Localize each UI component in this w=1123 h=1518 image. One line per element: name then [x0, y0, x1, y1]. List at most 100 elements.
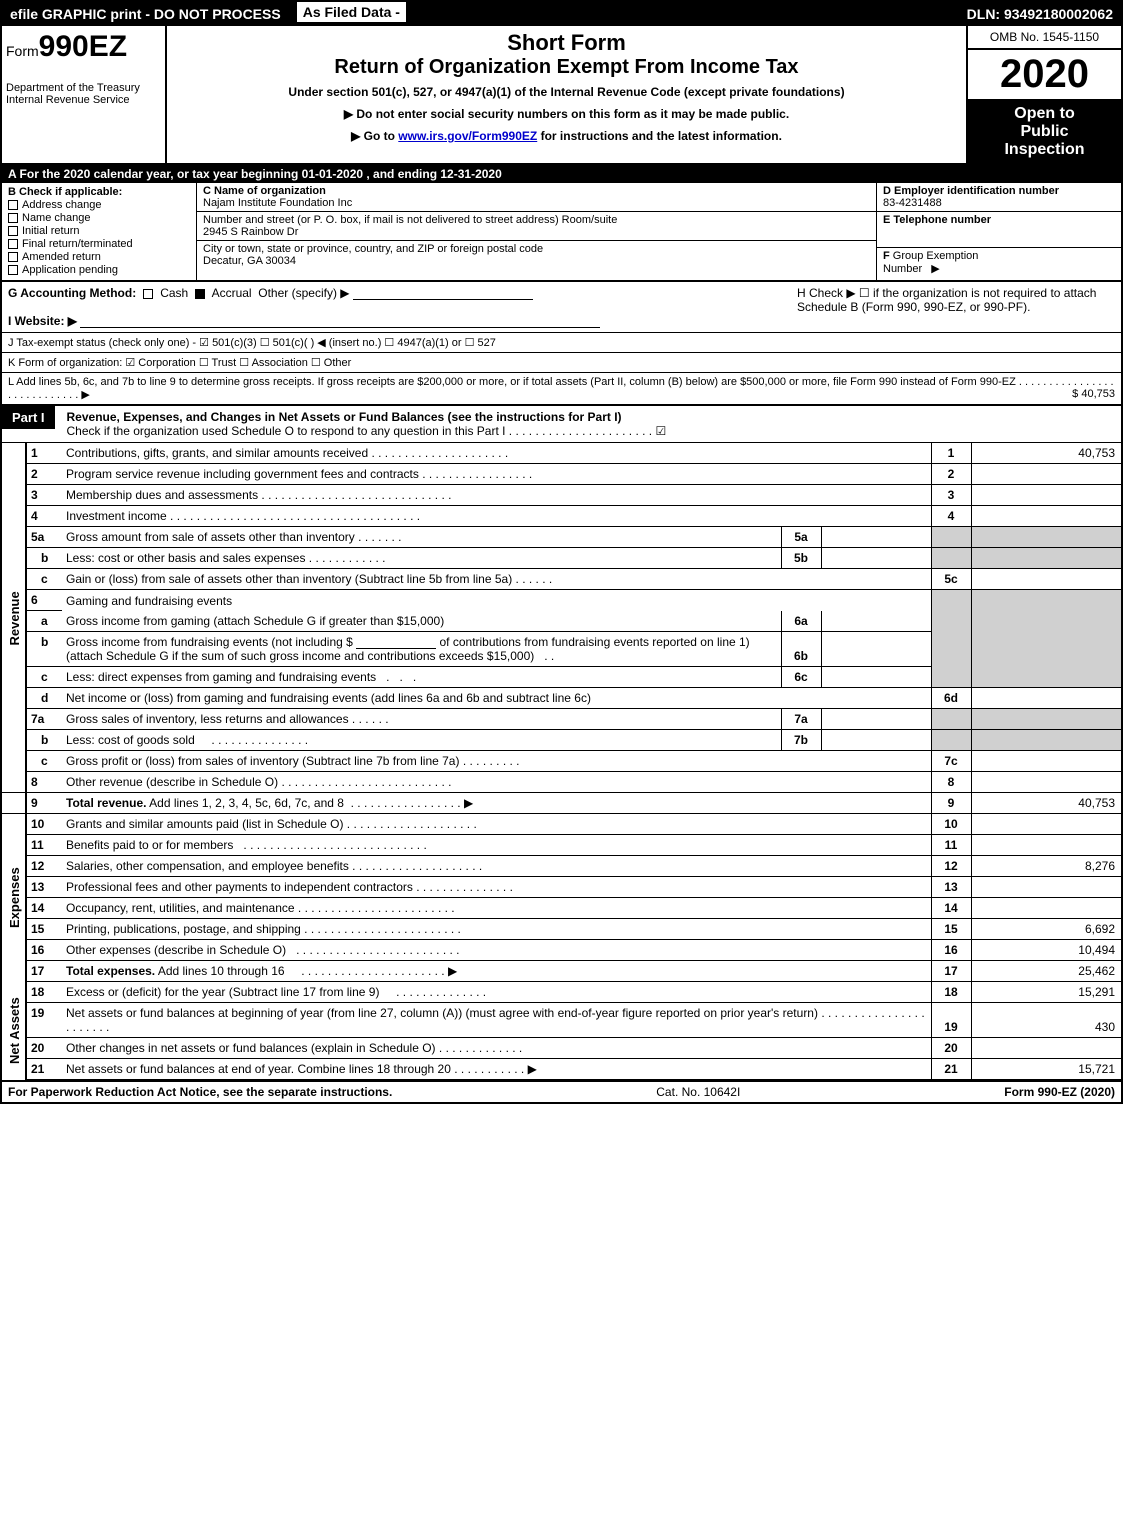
part1-table: Revenue 1 Contributions, gifts, grants, …	[2, 443, 1121, 1080]
result-val: 25,462	[971, 961, 1121, 982]
table-row: 12 Salaries, other compensation, and emp…	[2, 856, 1121, 877]
result-num-grey	[931, 632, 971, 667]
address-label: Number and street (or P. O. box, if mail…	[203, 214, 870, 226]
result-num: 14	[931, 898, 971, 919]
line-desc: Program service revenue including govern…	[62, 464, 931, 485]
check-label: Amended return	[22, 251, 101, 263]
row-gh: G Accounting Method: Cash Accrual Other …	[2, 282, 1121, 333]
efile-label: efile GRAPHIC print - DO NOT PROCESS	[2, 2, 289, 26]
table-row: Revenue 1 Contributions, gifts, grants, …	[2, 443, 1121, 464]
inline-val	[821, 709, 931, 730]
checkbox-icon[interactable]	[8, 200, 18, 210]
row-a-calendar-year: A For the 2020 calendar year, or tax yea…	[2, 165, 1121, 183]
line-num: 9	[26, 793, 62, 814]
result-val	[971, 877, 1121, 898]
table-row: 16 Other expenses (describe in Schedule …	[2, 940, 1121, 961]
table-row: 9 Total revenue. Add lines 1, 2, 3, 4, 5…	[2, 793, 1121, 814]
g-accounting: G Accounting Method: Cash Accrual Other …	[2, 282, 791, 332]
open-to-public: Open to Public Inspection	[968, 101, 1121, 163]
col-c-org-info: C Name of organization Najam Institute F…	[197, 183, 876, 280]
table-row: 2 Program service revenue including gove…	[2, 464, 1121, 485]
row-k-form-org: K Form of organization: ☑ Corporation ☐ …	[2, 353, 1121, 373]
table-row: 5a Gross amount from sale of assets othe…	[2, 527, 1121, 548]
table-row: 17 Total expenses. Add lines 10 through …	[2, 961, 1121, 982]
checkbox-checked-icon[interactable]	[195, 289, 205, 299]
footer-right: Form 990-EZ (2020)	[1004, 1085, 1115, 1099]
result-num: 12	[931, 856, 971, 877]
f-group-row: F Group ExemptionNumber ▶	[877, 248, 1121, 277]
short-form-title: Short Form	[175, 30, 958, 56]
other-specify-field[interactable]	[353, 288, 533, 300]
line-desc: Gross sales of inventory, less returns a…	[62, 709, 781, 730]
result-val: 430	[971, 1003, 1121, 1038]
address-value: 2945 S Rainbow Dr	[203, 226, 870, 238]
section-bcdef: B Check if applicable: Address change Na…	[2, 183, 1121, 282]
goto-suffix: for instructions and the latest informat…	[537, 129, 782, 143]
line-num: c	[26, 751, 62, 772]
checkbox-icon[interactable]	[8, 213, 18, 223]
line-desc: Gain or (loss) from sale of assets other…	[62, 569, 931, 590]
table-row: 7a Gross sales of inventory, less return…	[2, 709, 1121, 730]
open-line2: Public	[970, 123, 1119, 141]
col-b-checks: B Check if applicable: Address change Na…	[2, 183, 197, 280]
line-num: 11	[26, 835, 62, 856]
c-name-row: C Name of organization Najam Institute F…	[197, 183, 876, 212]
table-row: 14 Occupancy, rent, utilities, and maint…	[2, 898, 1121, 919]
checkbox-icon[interactable]	[8, 239, 18, 249]
inline-num: 6b	[781, 632, 821, 667]
irs-link[interactable]: www.irs.gov/Form990EZ	[398, 129, 537, 143]
line-desc: Salaries, other compensation, and employ…	[62, 856, 931, 877]
checkbox-icon[interactable]	[143, 289, 153, 299]
result-num: 17	[931, 961, 971, 982]
dln-label: DLN: 93492180002062	[959, 2, 1121, 26]
table-row: 20 Other changes in net assets or fund b…	[2, 1038, 1121, 1059]
result-val: 8,276	[971, 856, 1121, 877]
e-phone-row: E Telephone number	[877, 212, 1121, 248]
as-filed-box: As Filed Data -	[295, 0, 408, 24]
checkbox-icon[interactable]	[8, 265, 18, 275]
table-row: 15 Printing, publications, postage, and …	[2, 919, 1121, 940]
result-num: 20	[931, 1038, 971, 1059]
result-val	[971, 751, 1121, 772]
footer-catno: Cat. No. 10642I	[392, 1085, 1004, 1099]
d-label: D Employer identification number	[883, 185, 1115, 197]
result-num: 5c	[931, 569, 971, 590]
line-num: 15	[26, 919, 62, 940]
footer: For Paperwork Reduction Act Notice, see …	[2, 1080, 1121, 1102]
result-val	[971, 506, 1121, 527]
result-num: 13	[931, 877, 971, 898]
line-desc: Gross income from fundraising events (no…	[62, 632, 781, 667]
result-num-grey	[931, 590, 971, 611]
line-desc: Excess or (deficit) for the year (Subtra…	[62, 982, 931, 1003]
e-label: E Telephone number	[883, 214, 1115, 226]
result-val	[971, 814, 1121, 835]
result-val	[971, 569, 1121, 590]
line-desc: Net income or (loss) from gaming and fun…	[62, 688, 931, 709]
result-val-grey	[971, 730, 1121, 751]
header-left: Form990EZ Department of the Treasury Int…	[2, 26, 167, 163]
line-desc: Gross amount from sale of assets other t…	[62, 527, 781, 548]
ein-value: 83-4231488	[883, 197, 1115, 209]
line-num: 21	[26, 1059, 62, 1080]
result-num-grey	[931, 730, 971, 751]
line-num: c	[26, 667, 62, 688]
result-num: 11	[931, 835, 971, 856]
result-num-grey	[931, 527, 971, 548]
line-num: 19	[26, 1003, 62, 1038]
inline-num: 6c	[781, 667, 821, 688]
table-row: c Gain or (loss) from sale of assets oth…	[2, 569, 1121, 590]
irs-label: Internal Revenue Service	[6, 94, 161, 106]
check-address-change: Address change	[8, 199, 190, 211]
website-field[interactable]	[80, 316, 600, 328]
check-label: Final return/terminated	[22, 238, 133, 250]
contrib-amount-field[interactable]	[356, 637, 436, 649]
check-label: Address change	[22, 199, 102, 211]
checkbox-icon[interactable]	[8, 252, 18, 262]
result-val-grey	[971, 590, 1121, 611]
line-desc: Occupancy, rent, utilities, and maintena…	[62, 898, 931, 919]
checkbox-icon[interactable]	[8, 226, 18, 236]
result-num: 2	[931, 464, 971, 485]
inline-val	[821, 611, 931, 632]
part1-header: Part I Revenue, Expenses, and Changes in…	[2, 406, 1121, 443]
check-final-return: Final return/terminated	[8, 238, 190, 250]
